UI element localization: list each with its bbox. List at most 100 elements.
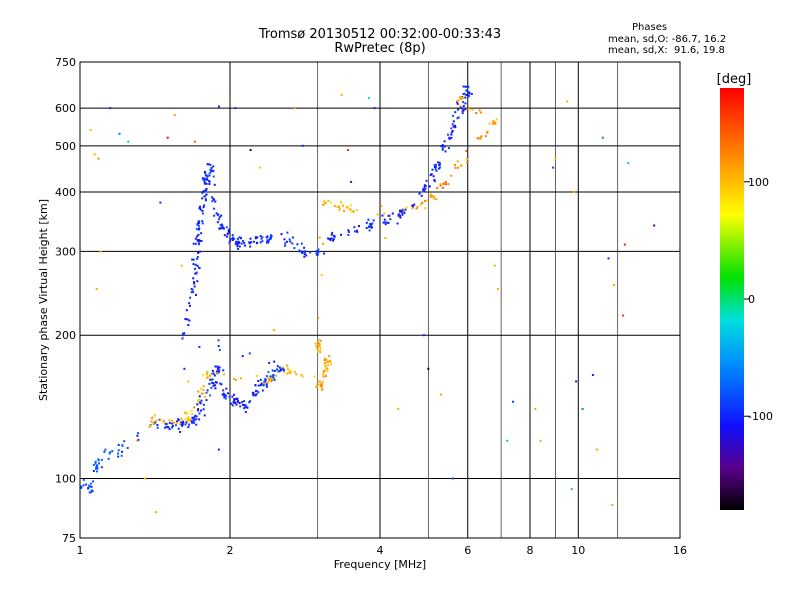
data-point-763 [316, 385, 319, 388]
data-point-102 [184, 423, 187, 426]
data-point-767 [329, 361, 332, 364]
data-point-241 [236, 242, 239, 245]
data-point-795 [162, 421, 165, 424]
data-point-901 [340, 93, 343, 96]
data-point-821 [479, 111, 482, 114]
data-point-548 [200, 232, 203, 235]
data-point-923 [607, 257, 610, 260]
data-point-271 [210, 170, 213, 173]
data-point-386 [213, 183, 216, 186]
data-point-594 [273, 369, 276, 372]
data-point-691 [200, 387, 203, 390]
data-point-756 [380, 205, 383, 207]
data-point-651 [282, 371, 285, 374]
data-point-263 [121, 444, 124, 447]
data-point-69 [431, 168, 434, 171]
data-point-680 [462, 97, 464, 99]
data-point-800 [323, 359, 326, 362]
data-point-404 [156, 424, 159, 426]
data-point-587 [196, 256, 199, 258]
data-point-485 [450, 136, 453, 139]
data-point-383 [309, 251, 312, 254]
data-point-393 [276, 365, 279, 368]
data-point-826 [289, 371, 292, 374]
data-point-519 [179, 431, 182, 433]
data-point-888 [159, 201, 162, 204]
data-point-537 [441, 144, 444, 147]
data-point-622 [196, 235, 199, 238]
data-point-375 [218, 216, 221, 219]
data-point-373 [193, 282, 196, 285]
data-point-740 [442, 183, 445, 185]
data-point-856 [323, 362, 326, 365]
phase-colorbar: [deg] 100 0 -100 [717, 72, 773, 510]
data-point-259 [242, 240, 245, 243]
data-point-449 [199, 401, 201, 404]
data-point-744 [494, 121, 497, 124]
data-point-199 [261, 236, 264, 239]
data-point-368 [107, 457, 110, 460]
data-point-406 [280, 233, 283, 236]
data-point-764 [319, 351, 322, 354]
data-point-796 [326, 364, 329, 367]
data-point-935 [272, 329, 275, 332]
data-point-417 [365, 221, 368, 224]
data-point-310 [182, 421, 185, 424]
data-point-273 [422, 190, 425, 193]
data-point-99 [228, 241, 231, 244]
data-point-776 [436, 186, 439, 189]
data-point-181 [451, 130, 454, 132]
data-point-717 [320, 274, 323, 277]
data-point-121 [437, 167, 440, 170]
data-point-63 [259, 235, 262, 238]
data-point-77 [271, 369, 274, 372]
data-point-98 [205, 189, 208, 192]
data-point-377 [224, 397, 227, 400]
data-point-857 [301, 375, 304, 378]
data-point-432 [234, 243, 237, 246]
phase-stats-x: mean, sd,X: 91.6, 19.8 [608, 45, 725, 56]
data-point-656 [175, 422, 178, 424]
data-point-730 [405, 206, 408, 209]
data-point-808 [425, 199, 428, 202]
data-point-569 [231, 234, 234, 237]
data-point-629 [288, 238, 291, 241]
data-point-422 [249, 237, 252, 240]
data-point-93 [200, 399, 203, 402]
x-tick-label-4: 8 [527, 544, 534, 557]
data-point-588 [206, 163, 209, 166]
data-point-272 [399, 216, 402, 219]
data-point-504 [229, 237, 232, 240]
data-point-595 [464, 85, 467, 88]
data-point-768 [456, 166, 459, 169]
data-point-480 [235, 403, 238, 406]
data-point-790 [439, 184, 442, 187]
data-point-222 [210, 167, 213, 169]
phase-stats-title: Phases [632, 22, 668, 33]
data-point-593 [225, 226, 228, 229]
data-point-116 [183, 332, 186, 335]
data-point-482 [236, 244, 239, 247]
data-point-324 [192, 242, 195, 245]
data-point-525 [235, 398, 238, 401]
data-point-798 [189, 419, 191, 422]
data-point-771 [492, 120, 495, 123]
data-point-47 [198, 243, 201, 246]
data-point-885 [135, 439, 138, 442]
data-point-632 [265, 241, 268, 244]
data-point-491 [269, 236, 272, 239]
data-point-922 [601, 136, 604, 139]
data-point-96 [221, 225, 224, 228]
data-point-274 [202, 206, 205, 209]
data-point-499 [248, 352, 251, 355]
data-point-239 [435, 163, 437, 166]
data-point-817 [349, 208, 352, 211]
data-point-692 [457, 99, 460, 102]
data-point-814 [316, 383, 319, 386]
data-point-524 [217, 371, 220, 374]
data-point-255 [413, 203, 416, 206]
data-point-167 [198, 418, 201, 421]
data-point-661 [202, 392, 205, 395]
data-point-536 [270, 235, 273, 238]
data-point-794 [476, 137, 479, 139]
